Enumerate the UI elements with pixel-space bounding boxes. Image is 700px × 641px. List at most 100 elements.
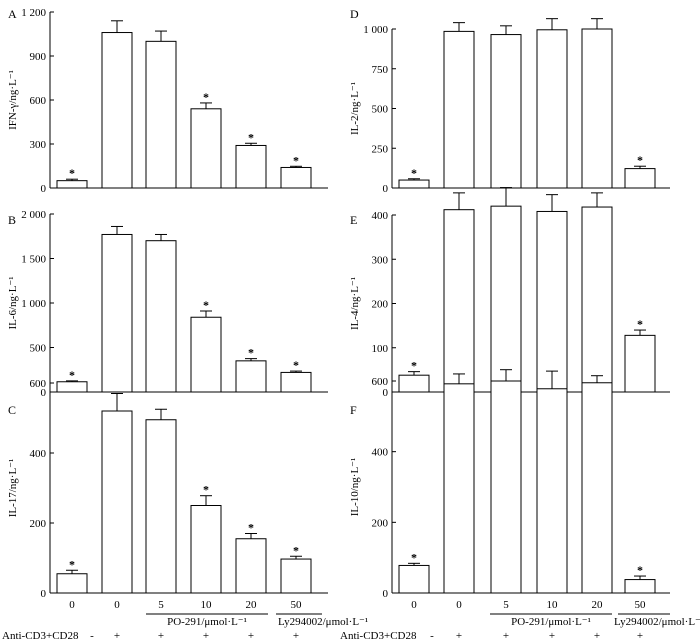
bar [581,28,613,189]
y-tick-label: 300 [372,254,389,266]
stim-sign: + [158,630,164,641]
bar [398,179,430,189]
panels: A IFN-γ/ng·L⁻¹ 0 300 600 900 1 200 * * * * B IL-6/ng… [7,7,670,600]
bar [443,383,475,594]
y-axis-label: IL-2/ng·L⁻¹ [349,82,361,135]
dose-label: 20 [246,599,258,611]
significance-marker: * [411,550,417,564]
y-tick-label: 0 [41,183,47,195]
significance-marker: * [69,166,75,180]
y-tick-label: 0 [383,387,389,399]
stimulation-label: Anti-CD3+CD28 [2,630,79,641]
bar [536,210,568,393]
y-axis-label: IL-4/ng·L⁻¹ [349,277,361,330]
y-tick-label: 2 000 [21,209,46,221]
bar [235,538,267,594]
significance-marker: * [203,483,209,497]
y-tick-label: 400 [372,210,389,222]
stim-sign: + [248,630,254,641]
y-tick-label: 0 [383,588,389,600]
bar [101,233,133,393]
dose-label: 5 [503,599,509,611]
significance-marker: * [69,368,75,382]
bar [101,32,133,189]
bar [235,144,267,189]
stim-sign: - [90,630,94,641]
y-tick-label: 600 [30,378,47,390]
ly294002-label: Ly294002/μmol·L⁻¹ [614,616,700,628]
stim-sign: + [549,630,555,641]
significance-marker: * [203,90,209,104]
stim-sign: - [430,630,434,641]
bar [280,558,312,594]
bar [56,573,88,594]
significance-marker: * [248,346,254,360]
y-tick-label: 1 000 [21,298,46,310]
y-tick-label: 100 [372,343,389,355]
bar [536,388,568,594]
significance-marker: * [203,298,209,312]
bar [190,505,222,594]
y-tick-label: 600 [372,376,389,388]
y-tick-label: 1 000 [363,24,388,36]
x-labels-left: 0 0 5 10 20 50 PO-291/μmol·L⁻¹ Ly294002/… [2,599,368,641]
bar [490,205,522,393]
bar [581,206,613,393]
dose-label: 0 [114,599,120,611]
bar [581,382,613,594]
bar [624,334,656,393]
significance-marker: * [637,563,643,577]
significance-marker: * [293,358,299,372]
significance-marker: * [248,521,254,535]
significance-marker: * [637,317,643,331]
significance-marker: * [637,153,643,167]
bar [280,371,312,393]
y-axis-label: IL-17/ng·L⁻¹ [7,459,19,518]
stim-sign: + [114,630,120,641]
bar [56,381,88,393]
panel-label: B [8,213,16,227]
ly294002-label: Ly294002/μmol·L⁻¹ [278,616,368,628]
y-axis-label: IL-6/ng·L⁻¹ [7,276,19,329]
y-tick-label: 250 [372,143,389,155]
y-axis-label: IL-10/ng·L⁻¹ [349,458,361,517]
dose-label: 10 [547,599,559,611]
y-tick-label: 0 [41,387,47,399]
y-axis-label: IFN-γ/ng·L⁻¹ [7,70,19,130]
significance-marker: * [69,557,75,571]
y-tick-label: 500 [30,343,47,355]
stim-sign: + [203,630,209,641]
x-labels-right: 0 0 5 10 20 50 PO-291/μmol·L⁻¹ Ly294002/… [340,599,700,641]
y-tick-label: 1 500 [21,254,46,266]
y-tick-label: 0 [383,183,389,195]
po291-label: PO-291/μmol·L⁻¹ [167,616,247,628]
panel-label: D [350,7,359,21]
bar [398,564,430,594]
bar [280,166,312,189]
y-tick-label: 750 [372,64,389,76]
bar [190,108,222,189]
bar [398,374,430,393]
significance-marker: * [293,153,299,167]
bar [624,168,656,189]
dose-label: 50 [291,599,303,611]
panel-label: A [8,7,17,21]
bar [536,29,568,189]
bar [490,34,522,189]
significance-marker: * [248,130,254,144]
stim-sign: + [503,630,509,641]
significance-marker: * [293,543,299,557]
bar [145,40,177,189]
bar [56,180,88,189]
y-tick-label: 400 [372,447,389,459]
y-tick-label: 200 [30,518,47,530]
y-tick-label: 0 [41,588,47,600]
significance-marker: * [411,166,417,180]
y-tick-label: 1 200 [21,7,46,19]
dose-label: 10 [201,599,213,611]
panel-d: D IL-2/ng·L⁻¹ 0 250 500 750 1 000 * * [349,7,670,195]
bar [624,579,656,594]
dose-label: 20 [592,599,604,611]
panel-label: E [350,213,357,227]
